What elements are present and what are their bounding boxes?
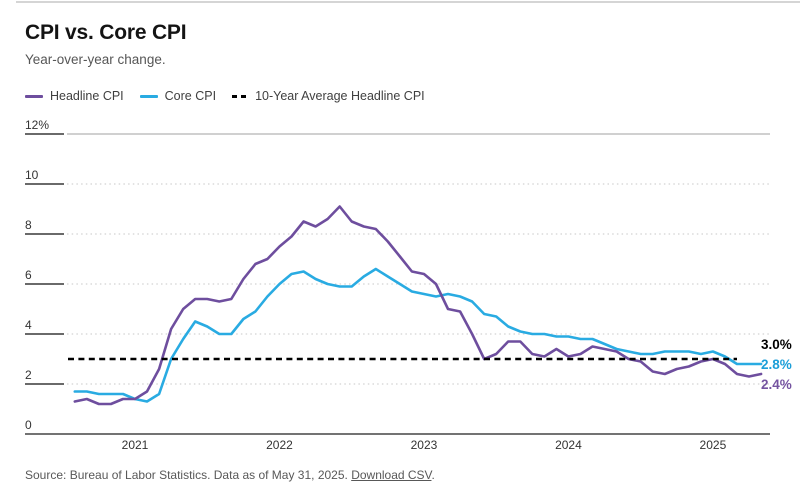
y-axis-label: 0 (25, 418, 32, 432)
headline-cpi-line-swatch (25, 94, 43, 98)
x-axis-label: 2025 (699, 438, 727, 452)
core-cpi-line (73, 267, 763, 403)
source-text-period: . (431, 468, 435, 482)
core-cpi-value-label: 2.8% (761, 357, 792, 372)
top-border-rule (16, 1, 800, 3)
legend-label-headline-cpi: Headline CPI (50, 89, 124, 103)
download-csv-link[interactable]: Download CSV (351, 468, 432, 482)
legend-item-10yr-average: 10-Year Average Headline CPI (232, 89, 425, 103)
source-attribution: Source: Bureau of Labor Statistics. Data… (25, 468, 435, 482)
legend-item-core-cpi: Core CPI (139, 89, 217, 103)
y-axis-label: 12% (25, 118, 50, 132)
headline-cpi-value-label: 2.4% (761, 377, 792, 392)
y-axis-label: 10 (25, 168, 39, 182)
core-cpi-line-swatch (139, 94, 158, 98)
page-title: CPI vs. Core CPI (25, 21, 187, 44)
y-axis-label: 2 (25, 368, 32, 382)
x-axis-label: 2024 (555, 438, 582, 452)
headline-cpi-line (73, 205, 763, 406)
average-value-label: 3.0% (761, 337, 792, 352)
x-axis-label: 2022 (266, 438, 293, 452)
legend-item-headline-cpi: Headline CPI (25, 89, 124, 103)
average-dashed-line-swatch (232, 94, 249, 98)
legend-label-10yr-average: 10-Year Average Headline CPI (255, 89, 425, 103)
y-axis-label: 8 (25, 218, 32, 232)
y-axis-label: 4 (25, 318, 32, 332)
x-axis-label: 2023 (410, 438, 438, 452)
x-axis-label: 2021 (121, 438, 149, 452)
y-axis-label: 6 (25, 268, 32, 282)
legend: Headline CPI Core CPI 10-Year Average He… (25, 89, 425, 103)
chart-subtitle: Year-over-year change. (25, 52, 166, 67)
source-text: Source: Bureau of Labor Statistics. Data… (25, 468, 352, 482)
legend-label-core-cpi: Core CPI (164, 89, 217, 103)
